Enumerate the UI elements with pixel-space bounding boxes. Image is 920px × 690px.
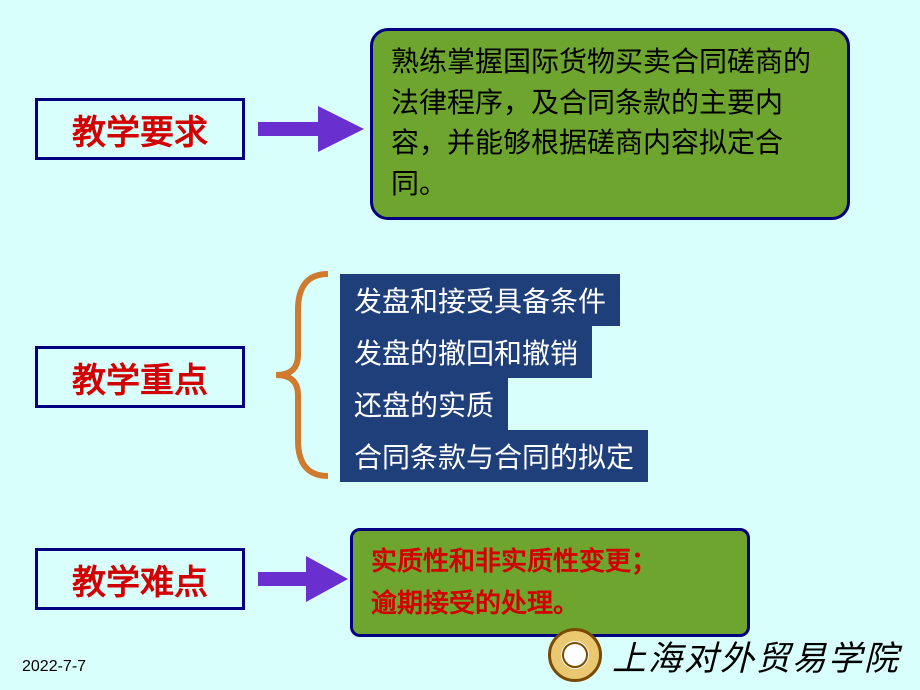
label-keypoints: 教学重点 bbox=[35, 346, 245, 408]
label-requirement: 教学要求 bbox=[35, 98, 245, 160]
arrow-to-requirement bbox=[258, 106, 364, 152]
label-difficulty-text: 教学难点 bbox=[72, 555, 208, 604]
school-seal-icon bbox=[548, 628, 602, 682]
requirement-content: 熟练掌握国际货物买卖合同磋商的法律程序，及合同条款的主要内容，并能够根据磋商内容… bbox=[370, 28, 850, 220]
school-logo-area: 上海对外贸易学院 bbox=[548, 628, 900, 682]
keypoint-item-2: 发盘的撤回和撤销 bbox=[340, 326, 592, 378]
school-name: 上海对外贸易学院 bbox=[612, 631, 900, 680]
label-difficulty: 教学难点 bbox=[35, 548, 245, 610]
label-keypoints-text: 教学重点 bbox=[72, 353, 208, 402]
footer-date: 2022-7-7 bbox=[22, 658, 86, 676]
arrow-to-difficulty bbox=[258, 556, 348, 602]
keypoint-text-4: 合同条款与合同的拟定 bbox=[354, 443, 634, 474]
keypoint-text-1: 发盘和接受具备条件 bbox=[354, 287, 606, 318]
keypoint-item-3: 还盘的实质 bbox=[340, 378, 508, 430]
requirement-text: 熟练掌握国际货物买卖合同磋商的法律程序，及合同条款的主要内容，并能够根据磋商内容… bbox=[391, 47, 811, 200]
keypoint-item-4: 合同条款与合同的拟定 bbox=[340, 430, 648, 482]
keypoint-text-2: 发盘的撤回和撤销 bbox=[354, 339, 578, 370]
curly-bracket bbox=[268, 270, 338, 480]
keypoint-text-3: 还盘的实质 bbox=[354, 391, 494, 422]
label-requirement-text: 教学要求 bbox=[72, 105, 208, 154]
keypoint-item-1: 发盘和接受具备条件 bbox=[340, 274, 620, 326]
difficulty-line-1: 实质性和非实质性变更； bbox=[371, 541, 729, 583]
difficulty-content: 实质性和非实质性变更； 逾期接受的处理。 bbox=[350, 528, 750, 637]
difficulty-line-2: 逾期接受的处理。 bbox=[371, 583, 729, 625]
